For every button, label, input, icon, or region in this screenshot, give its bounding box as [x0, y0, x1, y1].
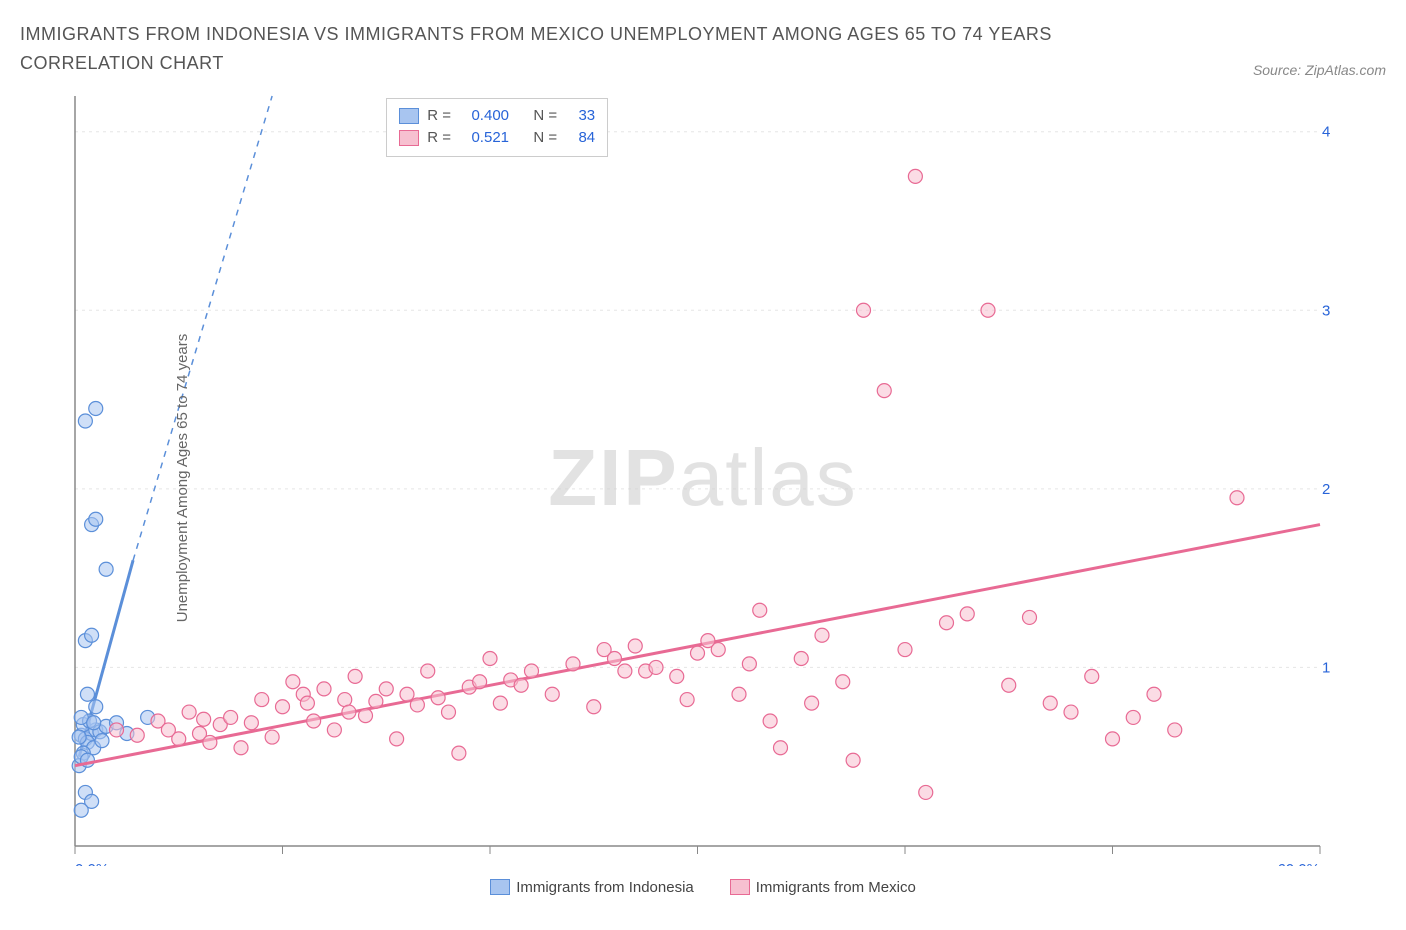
scatter-chart: 10.0% 20.0% 30.0% 40.0% 0.0% 60.0% [20, 86, 1330, 866]
legend-label: Immigrants from Indonesia [516, 879, 694, 896]
svg-text:10.0%: 10.0% [1322, 659, 1330, 676]
legend-swatch [730, 879, 750, 895]
r-label: R = [427, 127, 451, 150]
svg-text:30.0%: 30.0% [1322, 302, 1330, 319]
svg-text:60.0%: 60.0% [1277, 861, 1320, 866]
svg-text:20.0%: 20.0% [1322, 480, 1330, 497]
chart-container: Unemployment Among Ages 65 to 74 years 1… [20, 86, 1386, 871]
svg-text:40.0%: 40.0% [1322, 123, 1330, 140]
legend-label: Immigrants from Mexico [756, 879, 916, 896]
legend-swatch [490, 879, 510, 895]
stats-legend-row: R = 0.400 N = 33 [399, 105, 595, 128]
series-legend: Immigrants from Indonesia Immigrants from… [20, 879, 1386, 900]
legend-item: Immigrants from Indonesia [490, 879, 694, 896]
legend-swatch [399, 130, 419, 146]
stats-legend: R = 0.400 N = 33 R = 0.521 N = 84 [386, 98, 608, 157]
chart-title: IMMIGRANTS FROM INDONESIA VS IMMIGRANTS … [20, 20, 1120, 78]
r-value: 0.400 [459, 105, 509, 128]
n-value: 33 [565, 105, 595, 128]
r-value: 0.521 [459, 127, 509, 150]
r-label: R = [427, 105, 451, 128]
source-label: Source: ZipAtlas.com [1253, 62, 1386, 78]
n-label: N = [533, 105, 557, 128]
legend-swatch [399, 108, 419, 124]
svg-text:0.0%: 0.0% [75, 861, 109, 866]
y-axis-label: Unemployment Among Ages 65 to 74 years [174, 334, 191, 623]
stats-legend-row: R = 0.521 N = 84 [399, 127, 595, 150]
legend-item: Immigrants from Mexico [730, 879, 916, 896]
n-label: N = [533, 127, 557, 150]
n-value: 84 [565, 127, 595, 150]
